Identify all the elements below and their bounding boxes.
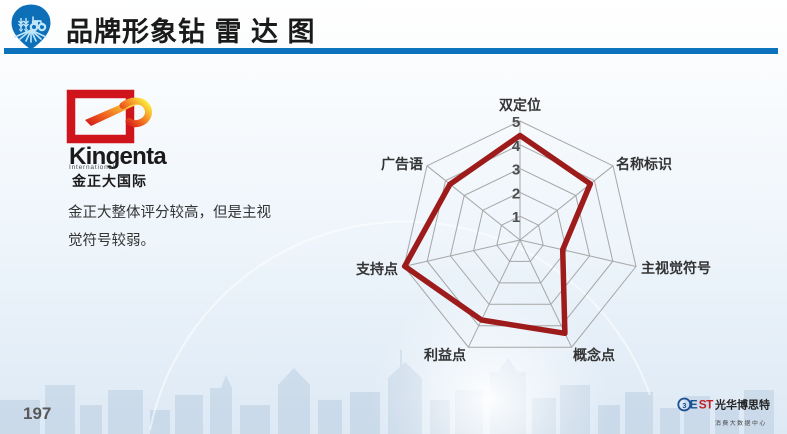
svg-text:光华博思特: 光华博思特: [714, 398, 770, 412]
svg-text:5: 5: [512, 114, 520, 131]
svg-text:2: 2: [512, 185, 520, 202]
svg-text:3: 3: [682, 401, 686, 410]
svg-text:ST: ST: [699, 398, 714, 412]
svg-text:3: 3: [512, 162, 520, 179]
svg-text:1: 1: [512, 209, 520, 226]
svg-text:E: E: [690, 398, 698, 412]
